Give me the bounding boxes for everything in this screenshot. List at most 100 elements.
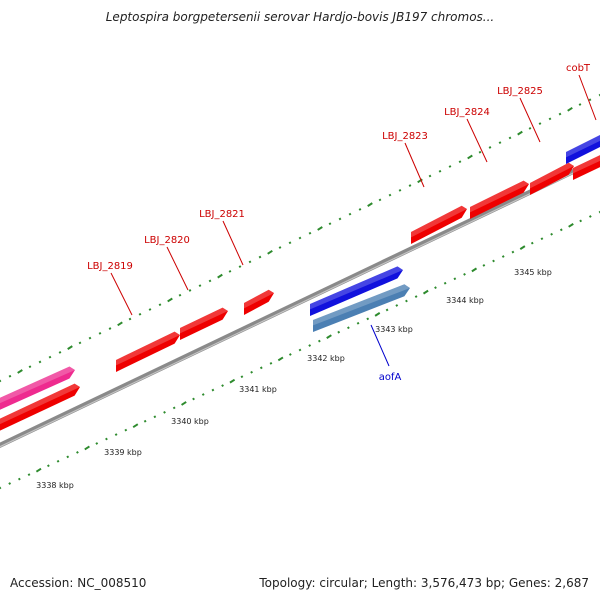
gene-labels[interactable]: LBJ_2819 LBJ_2820 LBJ_2821 LBJ_2823 LBJ_2824… [87, 63, 591, 383]
upper-ruler-tick [178, 293, 182, 297]
scale-label: 3344 kbp [446, 296, 484, 305]
gene-lbj-2823-body[interactable] [411, 205, 467, 244]
scale-labels: 3338 kbp 3339 kbp 3340 kbp 3341 kbp 3342 kbp… [36, 268, 552, 490]
lower-ruler-tick [211, 388, 215, 392]
lower-ruler-tick [326, 334, 332, 339]
lower-ruler-tick [221, 384, 224, 387]
gene-reverse-blue-right[interactable] [566, 133, 600, 164]
pink-feature[interactable] [0, 366, 75, 413]
lower-ruler-tick [76, 451, 79, 454]
upper-ruler-tick [148, 308, 152, 311]
pink-feature-body[interactable] [0, 366, 75, 413]
gene-left-edge-body[interactable] [0, 383, 80, 433]
gene-reverse-blue[interactable] [310, 266, 403, 316]
lower-ruler-tick [181, 401, 187, 406]
lower-ruler-tick [598, 210, 600, 214]
gene-label-lbj-2824[interactable]: LBJ_2824 [444, 107, 490, 118]
gene-label-lbj-2820[interactable]: LBJ_2820 [144, 235, 190, 246]
upper-ruler-tick [0, 379, 2, 383]
upper-ruler-tick [517, 130, 523, 136]
gene-aofa-body[interactable] [313, 284, 410, 332]
lower-ruler-tick [347, 326, 350, 330]
upper-ruler-tick [138, 312, 142, 316]
backbone-highlight [0, 159, 600, 448]
lower-ruler-tick [240, 375, 244, 379]
scale-label: 3341 kbp [239, 385, 277, 394]
upper-ruler-tick [28, 365, 32, 369]
gene-lbj-2821-body[interactable] [244, 289, 274, 315]
upper-ruler-tick [567, 106, 573, 112]
upper-ruler-tick [78, 341, 82, 345]
lower-ruler-tick [519, 245, 526, 250]
upper-ruler-tick [438, 169, 442, 173]
leader-aofa [370, 324, 390, 367]
leader-lbj-2820 [166, 246, 189, 291]
gene-lbj-2823[interactable] [411, 205, 467, 244]
lower-ruler-tick [471, 267, 478, 273]
upper-ruler-tick [198, 284, 202, 288]
gene-reverse-blue-right-shine [566, 134, 600, 158]
gene-features[interactable] [0, 133, 600, 433]
lower-ruler-tick [229, 378, 236, 384]
gene-lbj-2824-body[interactable] [470, 180, 529, 219]
lower-ruler-tick [453, 277, 457, 281]
upper-ruler-tick [428, 174, 432, 178]
gene-label-lbj-2819[interactable]: LBJ_2819 [87, 261, 133, 272]
lower-ruler-tick [568, 223, 574, 228]
upper-ruler-tick [538, 122, 542, 125]
gene-lbj-2824[interactable] [470, 180, 529, 219]
gene-lbj-2819-body[interactable] [116, 331, 180, 372]
lower-ruler-tick [269, 361, 273, 365]
lower-ruler-tick [385, 308, 389, 312]
gene-cobt-body[interactable] [573, 151, 600, 180]
gene-cobt[interactable] [573, 151, 600, 180]
gene-lbj-2819-shine [116, 331, 180, 366]
upper-ruler-tick [58, 351, 62, 354]
gene-lbj-2823-shine [411, 205, 467, 238]
gene-label-aofa[interactable]: aofA [379, 372, 402, 383]
upper-ruler-tick [367, 202, 373, 207]
upper-ruler-tick [298, 236, 302, 240]
lower-ruler-tick [414, 295, 418, 298]
upper-ruler-tick [8, 374, 12, 378]
gene-label-lbj-2821[interactable]: LBJ_2821 [199, 209, 245, 220]
gene-lbj-2825-body[interactable] [530, 162, 574, 195]
lower-ruler-tick [35, 467, 42, 473]
backbone-layer [0, 156, 600, 448]
gene-lbj-2821[interactable] [244, 289, 274, 315]
upper-ruler-tick [408, 184, 412, 187]
lower-ruler-tick [143, 419, 147, 423]
lower-ruler-tick [395, 304, 399, 307]
gene-reverse-blue-right-body[interactable] [566, 133, 600, 164]
accession-text: Accession: NC_008510 [10, 576, 147, 590]
lower-ruler-tick [337, 330, 341, 334]
lower-ruler-tick [356, 321, 360, 325]
gene-lbj-2820-body[interactable] [180, 307, 228, 340]
scale-label: 3340 kbp [171, 417, 209, 426]
scale-label: 3343 kbp [375, 325, 413, 334]
lower-ruler-tick [559, 228, 563, 232]
gene-cobt-shine [573, 155, 600, 174]
upper-ruler-tick [548, 117, 552, 121]
gene-aofa[interactable] [313, 284, 410, 332]
gene-label-cobt[interactable]: cobT [566, 63, 591, 74]
upper-ruler-tick [348, 212, 352, 216]
lower-ruler-tick [172, 406, 176, 410]
gene-reverse-blue-body[interactable] [310, 266, 403, 316]
upper-ruler-tick [48, 355, 52, 359]
gene-left-edge[interactable] [0, 383, 80, 433]
gene-lbj-2820[interactable] [180, 307, 228, 340]
gene-lbj-2819[interactable] [116, 331, 180, 372]
gene-reverse-blue-shine [310, 266, 403, 310]
lower-ruler-tick [105, 437, 108, 441]
lower-ruler-tick [482, 264, 486, 267]
scale-label: 3345 kbp [514, 268, 552, 277]
gene-label-lbj-2823[interactable]: LBJ_2823 [382, 131, 428, 142]
upper-ruler-tick [217, 273, 223, 279]
upper-ruler-tick [598, 93, 600, 97]
gene-lbj-2825[interactable] [530, 162, 574, 195]
gene-label-lbj-2825[interactable]: LBJ_2825 [497, 86, 543, 97]
upper-ruler-tick [378, 198, 382, 202]
lower-ruler-tick [434, 286, 437, 290]
